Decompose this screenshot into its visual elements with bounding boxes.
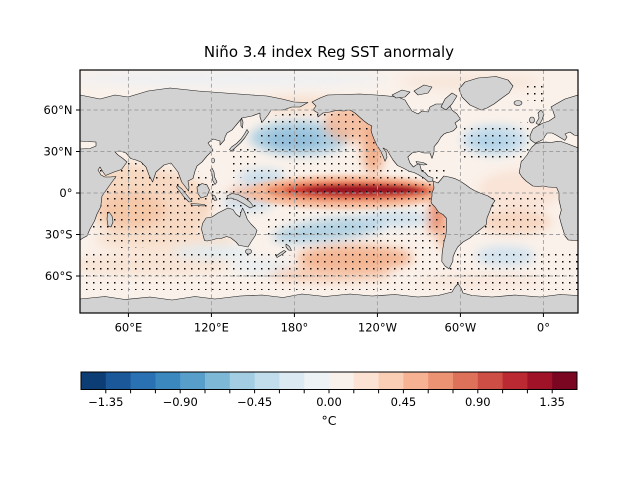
y-axis: 60°N 30°N 0° 30°S 60°S [44,103,80,283]
colorbar-segment [304,372,330,390]
colorbar-segment [527,372,553,390]
x-tick-label: 120°W [358,321,397,335]
x-tick-label: 60°E [115,321,143,335]
colorbar-unit-label: °C [322,413,337,428]
y-tick-label: 30°N [44,145,73,159]
colorbar-segment [353,372,379,390]
map-area [80,70,578,313]
colorbar-segments [81,372,578,390]
colorbar-segment [329,372,355,390]
y-tick-label: 0° [59,186,72,200]
colorbar-segment [428,372,454,390]
colorbar-segment [502,372,528,390]
colorbar-segment [279,372,305,390]
colorbar-tick-label: 0.00 [316,395,342,409]
landmass-sumatra [176,185,193,203]
landmass-eurasia-africa [80,87,309,241]
colorbar-tick-label: −0.90 [163,395,198,409]
y-tick-label: 30°S [45,227,73,241]
landmass-antarctica [80,283,578,313]
landmass-new-zealand [285,243,292,251]
landmass-south-america [430,175,496,270]
colorbar-segment [105,372,131,390]
landmass-madagascar [106,211,114,228]
colorbar: −1.35 −0.90 −0.45 0.00 0.45 0.90 1.35 °C [80,371,578,428]
map-frame [79,69,579,314]
colorbar-tick-label: −1.35 [88,395,123,409]
x-tick-label: 120°E [194,321,229,335]
x-tick-label: 60°W [445,321,477,335]
y-tick-label: 60°N [44,103,73,117]
x-tick-label: 0° [537,321,550,335]
colorbar-tick-label: 0.45 [391,395,417,409]
landmass-japan [229,129,249,152]
colorbar-segment [552,372,578,390]
x-tick-label: 180° [281,321,309,335]
colorbar-tick-label: 0.90 [465,395,491,409]
landmass-new-guinea [226,193,254,209]
landmass-greenland [458,76,514,111]
y-tick-label: 60°S [45,269,73,283]
colorbar-tick-label: −0.45 [237,395,272,409]
colorbar-segment [155,372,181,390]
x-axis: 60°E 120°E 180° 120°W 60°W 0° [115,313,550,335]
colorbar-segment [403,372,429,390]
landmass-europe [529,94,578,144]
colorbar-segment [453,372,479,390]
colorbar-segment [477,372,503,390]
colorbar-ticks: −1.35 −0.90 −0.45 0.00 0.45 0.90 1.35 [88,389,565,409]
graticule [80,70,578,313]
landmass-borneo [196,183,210,199]
landmass-philippines [210,167,218,185]
colorbar-segment [180,372,206,390]
landmass-iceland [513,100,523,106]
land-masses [80,76,578,313]
landmass-west-africa [518,141,578,241]
stippling [80,84,578,290]
colorbar-segment [254,372,280,390]
colorbar-segment [229,372,255,390]
colorbar-segment [378,372,404,390]
colorbar-segment [205,372,231,390]
plot-title: Niño 3.4 index Reg SST anormaly [204,43,454,61]
colorbar-segment [81,372,107,390]
colorbar-segment [130,372,156,390]
landmass-australia [201,207,258,248]
colorbar-tick-label: 1.35 [539,395,565,409]
